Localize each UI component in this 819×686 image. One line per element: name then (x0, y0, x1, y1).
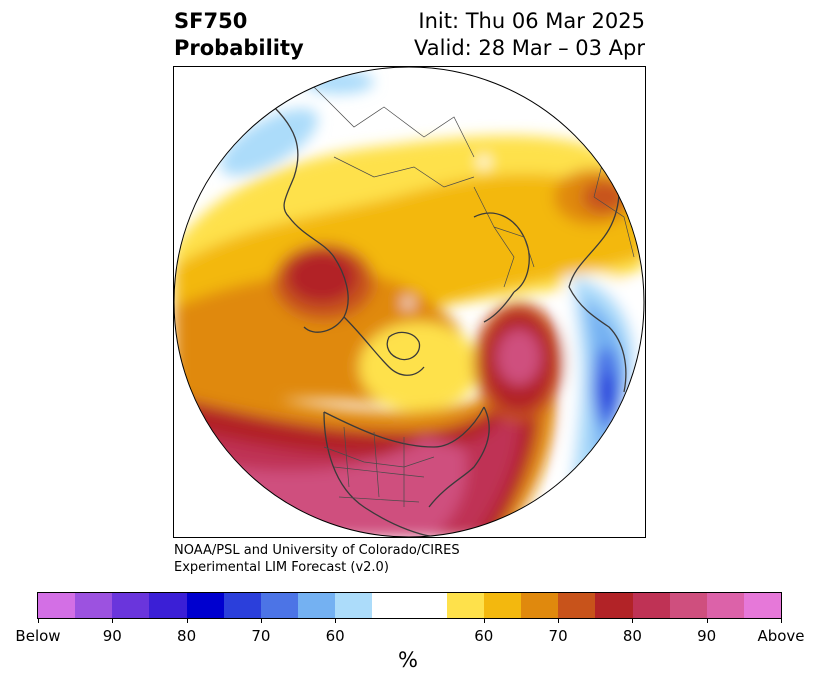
colorbar-tick-label: 60 (474, 627, 494, 645)
colorbar-segment (669, 593, 707, 618)
credit-line-2: Experimental LIM Forecast (v2.0) (174, 560, 389, 575)
colorbar-segment (335, 593, 373, 618)
colorbar-tick (335, 618, 337, 623)
colorbar-tick-label: 80 (622, 627, 642, 645)
colorbar-tick (706, 618, 708, 623)
credit-text: NOAA/PSL and University of Colorado/CIRE… (174, 542, 460, 576)
colorbar-segment (483, 593, 522, 618)
colorbar-tick (38, 618, 39, 623)
colorbar-segment (521, 593, 559, 618)
colorbar-segment (372, 593, 410, 618)
colorbar-tick-label: 70 (251, 627, 271, 645)
map-panel (173, 66, 646, 538)
colorbar-tick (781, 618, 782, 623)
colorbar-segment (223, 593, 261, 618)
colorbar-segment (260, 593, 299, 618)
colorbar-tick (260, 618, 262, 623)
colorbar-segment (632, 593, 670, 618)
probability-map (174, 67, 645, 537)
colorbar-tick-label: 90 (697, 627, 717, 645)
colorbar-segment (186, 593, 224, 618)
map-boundary (174, 67, 645, 537)
title-line-2: Probability (174, 36, 304, 60)
colorbar-tick-label: 90 (102, 627, 122, 645)
colorbar-segment (595, 593, 633, 618)
forecast-dates: Init: Thu 06 Mar 2025 Valid: 28 Mar – 03… (414, 8, 645, 62)
valid-dates: Valid: 28 Mar – 03 Apr (414, 36, 645, 60)
init-date: Init: Thu 06 Mar 2025 (418, 9, 645, 33)
colorbar-segment (706, 593, 744, 618)
colorbar-segment (38, 593, 76, 618)
colorbar-tick-label: 70 (548, 627, 568, 645)
colorbar-tick (632, 618, 634, 623)
colorbar-tick (483, 618, 485, 623)
map-disk (174, 67, 644, 537)
credit-line-1: NOAA/PSL and University of Colorado/CIRE… (174, 543, 460, 558)
colorbar-segment (75, 593, 113, 618)
colorbar-tick-label: 80 (177, 627, 197, 645)
colorbar-tick-label: 60 (325, 627, 345, 645)
colorbar-tick-label: Below (15, 627, 61, 645)
colorbar-segment (112, 593, 150, 618)
colorbar-tick-label: Above (757, 627, 805, 645)
colorbar-segment (409, 593, 447, 618)
colorbar-segment (558, 593, 596, 618)
map-title: SF750 Probability (174, 8, 304, 62)
colorbar-segment (743, 593, 782, 618)
colorbar-tick (558, 618, 560, 623)
colorbar-tick (186, 618, 188, 623)
colorbar-tick (112, 618, 114, 623)
colorbar-unit: % (398, 648, 418, 672)
probability-colorbar (37, 592, 782, 619)
colorbar-segment (446, 593, 484, 618)
title-line-1: SF750 (174, 9, 248, 33)
colorbar-segment (149, 593, 187, 618)
colorbar-segment (298, 593, 336, 618)
